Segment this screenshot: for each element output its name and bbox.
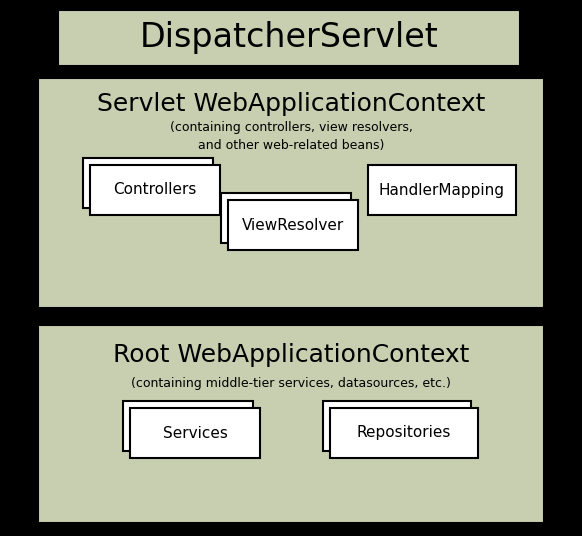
FancyBboxPatch shape: [83, 158, 213, 208]
FancyBboxPatch shape: [90, 165, 220, 215]
FancyBboxPatch shape: [58, 10, 520, 66]
Text: Servlet WebApplicationContext: Servlet WebApplicationContext: [97, 92, 485, 116]
FancyBboxPatch shape: [123, 401, 253, 451]
FancyBboxPatch shape: [323, 401, 471, 451]
FancyBboxPatch shape: [38, 78, 544, 308]
Text: Controllers: Controllers: [113, 182, 197, 197]
Text: (containing controllers, view resolvers,
and other web-related beans): (containing controllers, view resolvers,…: [169, 121, 413, 152]
Text: (containing middle-tier services, datasources, etc.): (containing middle-tier services, dataso…: [131, 376, 451, 390]
FancyBboxPatch shape: [228, 200, 358, 250]
Text: Root WebApplicationContext: Root WebApplicationContext: [113, 343, 469, 367]
FancyBboxPatch shape: [368, 165, 516, 215]
Text: Services: Services: [162, 426, 228, 441]
FancyBboxPatch shape: [330, 408, 478, 458]
Text: DispatcherServlet: DispatcherServlet: [140, 21, 438, 55]
Text: ViewResolver: ViewResolver: [242, 218, 344, 233]
FancyBboxPatch shape: [38, 325, 544, 523]
FancyBboxPatch shape: [221, 193, 351, 243]
FancyBboxPatch shape: [130, 408, 260, 458]
Text: Repositories: Repositories: [357, 426, 451, 441]
Text: HandlerMapping: HandlerMapping: [379, 182, 505, 197]
